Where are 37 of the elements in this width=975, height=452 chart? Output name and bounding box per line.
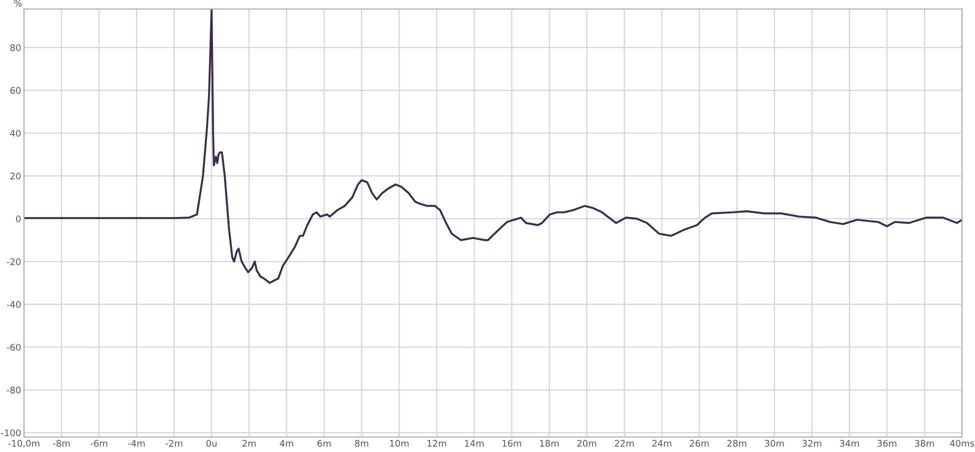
x-tick-label: 12m	[428, 440, 446, 447]
x-tick-label: -6m	[90, 440, 108, 447]
x-tick-label: 10m	[390, 440, 409, 447]
y-axis-title: %	[14, 0, 22, 7]
y-tick-label: 60	[10, 87, 21, 94]
y-tick-label: 20	[10, 172, 21, 180]
y-tick-label: 80	[10, 44, 21, 52]
x-tick-label: 6m	[318, 440, 331, 447]
y-tick-label: -40	[6, 301, 21, 308]
x-tick-label: 2m	[242, 440, 256, 447]
x-tick-label: 8m	[355, 440, 368, 447]
y-tick-label: 0	[16, 215, 21, 222]
y-tick-label: -20	[6, 258, 21, 266]
x-tick-label: 30m	[764, 440, 784, 447]
x-tick-label: -8m	[53, 440, 70, 447]
y-tick-label: -80	[6, 386, 21, 394]
x-tick-label: 26m	[690, 440, 709, 447]
x-tick-label: -10,0m	[8, 440, 40, 448]
x-tick-label: 36m	[878, 440, 896, 447]
x-tick-label: 4m	[280, 440, 294, 447]
x-tick-label: 20m	[577, 440, 596, 447]
x-tick-label: -4m	[128, 440, 145, 447]
x-tick-label: 22m	[614, 440, 634, 447]
x-tick-label: 28m	[727, 440, 746, 447]
x-tick-label: 16m	[502, 440, 522, 447]
x-tick-label: 32m	[802, 440, 822, 447]
x-tick-label: 18m	[540, 440, 559, 447]
x-tick-label: 0u	[206, 440, 217, 447]
x-tick-label: 38m	[915, 440, 934, 447]
x-tick-label: 24m	[652, 440, 672, 447]
y-tick-label: 40	[10, 130, 21, 137]
y-tick-label: -60	[6, 344, 21, 351]
x-tick-label: 40ms	[950, 440, 974, 447]
x-tick-label: 14m	[465, 440, 484, 447]
x-tick-label: -2m	[166, 440, 182, 447]
x-tick-label: 34m	[840, 440, 859, 447]
y-tick-label: -100	[1, 429, 21, 436]
